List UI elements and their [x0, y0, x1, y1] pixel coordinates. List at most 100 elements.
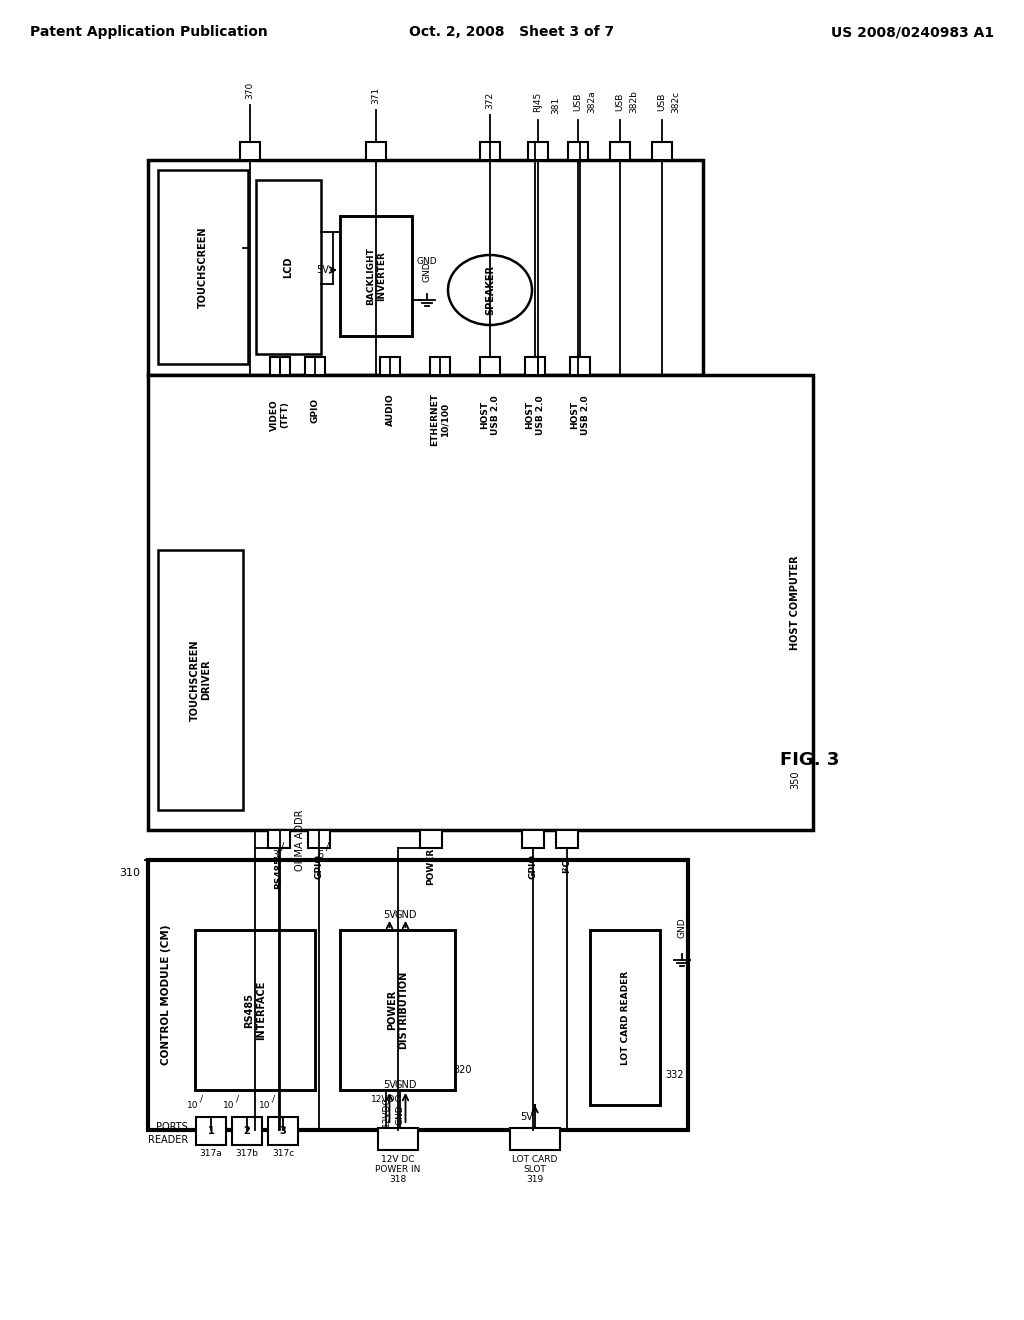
Bar	[610, 143, 630, 160]
Text: 5V: 5V	[520, 1111, 534, 1122]
Text: 2: 2	[244, 1126, 251, 1137]
Bar	[590, 931, 660, 1105]
Text: /: /	[236, 1094, 239, 1104]
Bar	[270, 356, 290, 375]
Text: POWER: POWER	[427, 847, 435, 884]
Text: USB: USB	[615, 92, 625, 111]
Text: 317a: 317a	[200, 1148, 222, 1158]
Text: 3: 3	[280, 1126, 287, 1137]
Text: Oct. 2, 2008   Sheet 3 of 7: Oct. 2, 2008 Sheet 3 of 7	[410, 25, 614, 40]
Text: SPEAKER: SPEAKER	[485, 265, 495, 315]
Bar	[522, 830, 544, 847]
Text: POWER IN: POWER IN	[376, 1166, 421, 1175]
Bar	[148, 375, 813, 830]
Text: GND: GND	[678, 917, 686, 939]
Text: 332: 332	[665, 1071, 683, 1080]
Text: 319: 319	[526, 1176, 544, 1184]
Bar	[570, 356, 590, 375]
Text: 5V: 5V	[316, 265, 330, 275]
Text: ETHERNET
10/100: ETHERNET 10/100	[430, 393, 450, 446]
Ellipse shape	[449, 255, 532, 325]
Text: /: /	[282, 842, 285, 851]
Bar	[268, 830, 290, 847]
Bar	[308, 830, 330, 847]
Bar	[430, 356, 450, 375]
Bar	[240, 143, 260, 160]
Bar	[195, 931, 315, 1090]
Text: USB: USB	[657, 92, 667, 111]
Text: 350: 350	[790, 771, 800, 789]
Text: READER: READER	[147, 1135, 188, 1144]
Text: /: /	[271, 1094, 274, 1104]
Bar	[510, 1129, 560, 1150]
Text: GND: GND	[394, 909, 417, 920]
Text: I²C: I²C	[562, 859, 571, 873]
Text: 5V: 5V	[383, 909, 396, 920]
Bar	[480, 356, 500, 375]
Text: 320: 320	[454, 1065, 472, 1074]
Text: HOST
USB 2.0: HOST USB 2.0	[570, 395, 590, 434]
Text: GPIO: GPIO	[528, 854, 538, 879]
Text: GND: GND	[395, 1105, 404, 1126]
Text: HOST COMPUTER: HOST COMPUTER	[790, 556, 800, 649]
Bar	[480, 143, 500, 160]
Text: 382c: 382c	[672, 91, 681, 114]
Text: BACKLIGHT
INVERTER: BACKLIGHT INVERTER	[367, 247, 386, 305]
Text: PORTS: PORTS	[157, 1122, 188, 1133]
Text: 6: 6	[317, 850, 323, 861]
Text: 10: 10	[223, 1101, 234, 1110]
Text: GPIO: GPIO	[310, 397, 319, 422]
Text: TOUCHSCREEN
DRIVER: TOUCHSCREEN DRIVER	[189, 639, 211, 721]
Bar	[148, 861, 688, 1130]
Text: USB: USB	[573, 92, 583, 111]
Bar	[652, 143, 672, 160]
Text: GND: GND	[417, 257, 437, 267]
Text: HOST
USB 2.0: HOST USB 2.0	[525, 395, 545, 434]
Text: 381: 381	[552, 96, 560, 114]
Text: 317b: 317b	[236, 1148, 258, 1158]
Text: 382a: 382a	[588, 91, 597, 114]
Text: 12V DC: 12V DC	[381, 1155, 415, 1164]
Text: FIG. 3: FIG. 3	[780, 751, 840, 770]
Text: 317c: 317c	[272, 1148, 294, 1158]
Text: 382b: 382b	[630, 91, 639, 114]
Text: /: /	[327, 842, 330, 851]
Text: 318: 318	[389, 1176, 407, 1184]
Bar	[378, 1129, 418, 1150]
Text: ORMA ADDR: ORMA ADDR	[295, 809, 305, 871]
Text: 10: 10	[187, 1101, 199, 1110]
Text: POWER
DISTRIBUTION: POWER DISTRIBUTION	[387, 972, 409, 1049]
Text: LOT CARD READER: LOT CARD READER	[621, 970, 630, 1064]
Text: 12VDC: 12VDC	[382, 1097, 390, 1127]
Text: AUDIO: AUDIO	[385, 393, 394, 426]
Text: 3: 3	[272, 850, 279, 861]
Bar	[568, 143, 588, 160]
Text: LOT CARD: LOT CARD	[512, 1155, 558, 1164]
Bar	[148, 160, 703, 375]
Text: 310: 310	[119, 869, 140, 878]
Bar	[556, 830, 578, 847]
Bar	[340, 216, 412, 337]
Text: GND: GND	[423, 261, 431, 282]
Text: RS485: RS485	[274, 857, 284, 890]
Text: Patent Application Publication: Patent Application Publication	[30, 25, 267, 40]
Bar	[232, 1117, 262, 1144]
Bar	[525, 356, 545, 375]
Bar	[256, 180, 321, 354]
Text: CONTROL MODULE (CM): CONTROL MODULE (CM)	[161, 925, 171, 1065]
Bar	[196, 1117, 226, 1144]
Text: TOUCHSCREEN: TOUCHSCREEN	[198, 226, 208, 308]
Text: 10: 10	[259, 1101, 270, 1110]
Bar	[380, 356, 400, 375]
Text: SLOT: SLOT	[523, 1166, 547, 1175]
Text: VIDEO
(TFT): VIDEO (TFT)	[270, 399, 290, 430]
Text: HOST
USB 2.0: HOST USB 2.0	[480, 395, 500, 434]
Bar	[366, 143, 386, 160]
Text: 370: 370	[246, 82, 255, 99]
Bar	[158, 170, 248, 364]
Text: 5V: 5V	[383, 1080, 396, 1090]
Bar	[305, 356, 325, 375]
Text: US 2008/0240983 A1: US 2008/0240983 A1	[830, 25, 994, 40]
Text: RS485
INTERFACE: RS485 INTERFACE	[244, 981, 266, 1040]
Text: GPIO: GPIO	[314, 854, 324, 879]
